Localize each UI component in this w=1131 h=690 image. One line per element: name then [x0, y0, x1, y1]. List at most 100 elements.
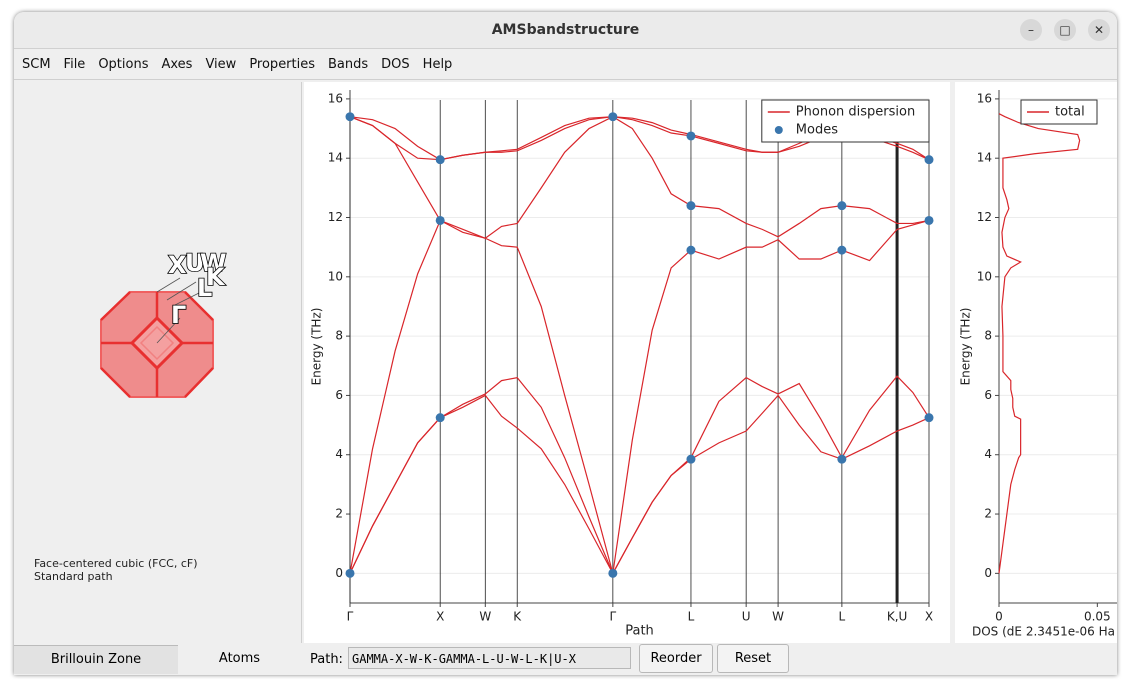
tab[interactable]: Atoms [178, 645, 301, 673]
path-name-text: Standard path [34, 570, 113, 583]
mode-point [686, 245, 696, 255]
legend: Phonon dispersion Modes [761, 99, 930, 143]
x-tick-label: Γ [610, 610, 617, 624]
path-input[interactable]: GAMMA-X-W-K-GAMMA-L-U-W-L-K|U-X [348, 647, 631, 669]
bz-point-label: U [185, 249, 205, 277]
window-title: AMSbandstructure [491, 22, 640, 38]
dos-panel [955, 82, 1117, 643]
brillouin-zone: X U W K L Γ Face-centered cubic (FCC, cF… [34, 248, 227, 583]
y-tick-label: 12 [977, 210, 992, 224]
band-line [349, 375, 930, 575]
mode-point [435, 215, 445, 225]
menu-item[interactable]: Axes [161, 57, 193, 72]
bz-face [139, 325, 175, 361]
y-tick-label: 2 [984, 507, 992, 521]
mode-point [686, 201, 696, 211]
app-window: AMSbandstructure – □ ✕ SCM File Options Axe… [14, 12, 1117, 675]
x-tick-label: K,U [887, 610, 907, 624]
menu-bar: SCM File Options Axes View Properties Bands DOS… [14, 50, 1117, 80]
y-tick-label: 0 [984, 566, 992, 580]
y-tick-label: 16 [328, 91, 343, 105]
y-tick-label: 16 [977, 91, 992, 105]
x-axis-label: Path [625, 624, 654, 639]
y-tick-label: 12 [328, 210, 343, 224]
menu-item[interactable]: DOS [381, 57, 410, 72]
close-button[interactable]: ✕ [1088, 19, 1110, 41]
bz-point-label: W [200, 249, 226, 277]
mode-point [686, 131, 696, 141]
menu-item[interactable]: Help [422, 57, 453, 72]
bz-leaders [156, 277, 206, 344]
bz-point-label: Γ [171, 301, 186, 329]
x-tick-label: 0.05 [1084, 610, 1111, 624]
menu-item[interactable]: Properties [249, 57, 316, 72]
y-tick-label: 6 [335, 388, 343, 402]
x-tick-label: L [688, 610, 695, 624]
x-tick-label: Γ [347, 610, 354, 624]
mode-point [435, 413, 445, 423]
legend-label: Modes [796, 123, 838, 138]
minimize-button[interactable]: – [1020, 19, 1042, 41]
mode-point [837, 201, 847, 211]
y-tick-label: 10 [977, 269, 992, 283]
x-tick-label: X [925, 610, 933, 624]
y-tick-label: 6 [984, 388, 992, 402]
dos-line [998, 113, 1081, 574]
menu-item[interactable]: View [205, 57, 237, 72]
x-tick-label: X [436, 610, 444, 624]
path-label: Path: [310, 652, 343, 667]
y-tick-label: 10 [328, 269, 343, 283]
y-axis-label: Energy (THz) [310, 308, 324, 386]
bz-point-label: L [197, 274, 212, 302]
bz-edges [100, 291, 214, 398]
bz-point-label: X [168, 251, 187, 279]
y-tick-label: 8 [984, 329, 992, 343]
y-tick-label: 4 [335, 447, 343, 461]
legend-label: Phonon dispersion [796, 105, 915, 120]
y-tick-label: 2 [335, 507, 343, 521]
maximize-button[interactable]: □ [1054, 19, 1076, 41]
legend-marker [774, 126, 783, 134]
band-panel [304, 82, 950, 643]
lattice-text: Face-centered cubic (FCC, cF) [34, 557, 197, 570]
legend-box [761, 99, 930, 143]
x-tick-label: W [479, 610, 491, 624]
reorder-button[interactable]: Reorder [639, 644, 713, 673]
title-bar: AMSbandstructure [14, 12, 1117, 49]
mode-point [924, 413, 934, 423]
mode-point [837, 454, 847, 464]
y-tick-label: 14 [328, 151, 343, 165]
menu-item[interactable]: Options [98, 57, 149, 72]
menu-item[interactable]: Bands [328, 57, 369, 72]
x-tick-label: K [513, 610, 522, 624]
x-tick-label: W [772, 610, 784, 624]
menu-item[interactable]: File [63, 57, 86, 72]
mode-point [837, 245, 847, 255]
mode-point [686, 454, 696, 464]
x-tick-label: 0 [995, 610, 1003, 624]
bz-point-label: K [206, 263, 226, 291]
menu-item[interactable]: SCM [22, 57, 51, 72]
y-axis-label: Energy (THz) [959, 308, 973, 386]
legend-label: total [1055, 105, 1085, 120]
band-line [349, 116, 930, 239]
mode-point [435, 155, 445, 165]
y-tick-label: 0 [335, 566, 343, 580]
y-tick-label: 8 [335, 329, 343, 343]
mode-point [345, 112, 355, 122]
band-line [349, 219, 930, 574]
y-tick-label: 14 [977, 151, 992, 165]
mode-point [608, 112, 618, 122]
reset-button[interactable]: Reset [717, 644, 789, 673]
mode-point [345, 568, 355, 578]
tab[interactable]: Brillouin Zone [14, 645, 178, 674]
mode-point [608, 568, 618, 578]
x-axis-label: DOS (dE 2.3451e-06 Ha [972, 625, 1115, 639]
mode-point [924, 155, 934, 165]
legend: total [1020, 99, 1098, 125]
x-tick-label: U [742, 610, 751, 624]
x-tick-label: L [839, 610, 846, 624]
y-tick-label: 4 [984, 447, 992, 461]
